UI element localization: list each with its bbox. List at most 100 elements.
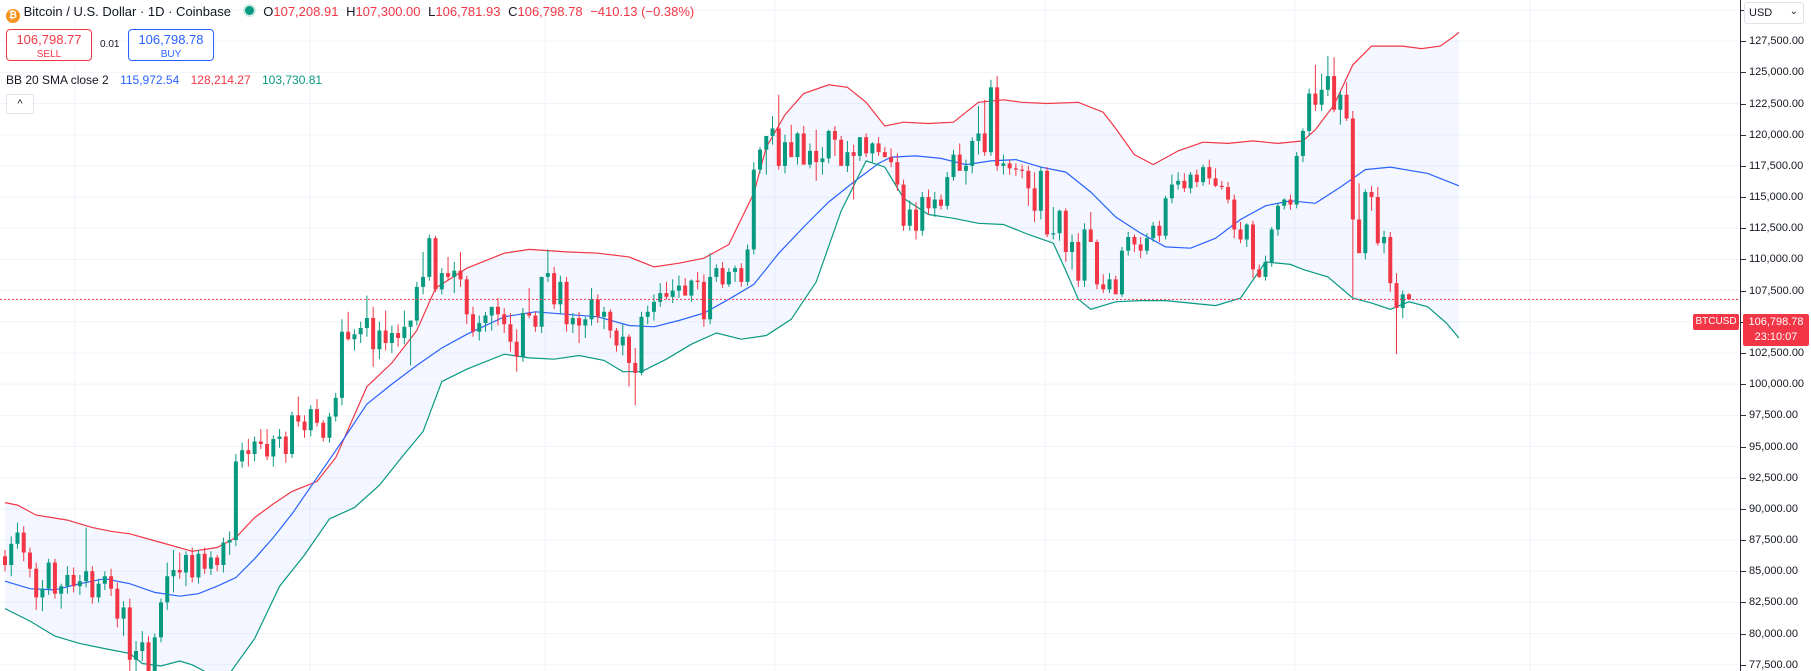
candle-body — [277, 436, 282, 440]
candle-body — [90, 571, 95, 598]
candle-body — [1382, 236, 1387, 244]
candle-body — [271, 439, 276, 457]
candle-body — [77, 581, 82, 587]
candle-body — [421, 276, 426, 287]
candle-body — [970, 140, 975, 166]
price-tick-mark — [1741, 41, 1746, 43]
candle-body — [945, 177, 950, 206]
candle-body — [396, 333, 401, 338]
price-tick-mark — [1741, 540, 1746, 542]
buy-button[interactable]: 106,798.78 BUY — [128, 29, 214, 61]
candle-body — [758, 149, 763, 170]
price-tick-mark — [1741, 72, 1746, 74]
candle-body — [202, 553, 207, 569]
candle-body — [46, 562, 51, 589]
price-tick-mark — [1741, 477, 1746, 479]
candle-body — [1045, 170, 1050, 235]
candle-body — [664, 293, 669, 297]
candle-body — [926, 197, 931, 209]
candle-body — [995, 87, 1000, 166]
candle-body — [171, 569, 176, 577]
candle-body — [446, 273, 451, 277]
symbol-title[interactable]: Bitcoin / U.S. Dollar · 1D · Coinbase — [23, 4, 231, 19]
candle-body — [402, 326, 407, 338]
candle-body — [1032, 188, 1037, 211]
candle-body — [1001, 163, 1006, 166]
sell-button[interactable]: 106,798.77 SELL — [6, 29, 92, 61]
candle-body — [483, 315, 488, 324]
candle-body — [1119, 250, 1124, 295]
candle-body — [751, 169, 756, 250]
candle-body — [1182, 180, 1187, 189]
candle-body — [1138, 244, 1143, 251]
candle-body — [246, 450, 251, 454]
candle-body — [1251, 224, 1255, 270]
indicator-legend[interactable]: BB 20 SMA close 2 115,972.54 128,214.27 … — [6, 73, 322, 87]
market-status-icon[interactable] — [242, 4, 256, 17]
candle-body — [676, 285, 681, 291]
candle-body — [745, 249, 750, 282]
candle-body — [882, 152, 887, 158]
price-tick-label: 122,500.00 — [1749, 97, 1805, 110]
candle-body — [1388, 236, 1393, 284]
candle-body — [1132, 236, 1137, 245]
candlestick-plot[interactable] — [0, 0, 1740, 671]
candle-body — [832, 130, 837, 140]
candle-body — [820, 158, 825, 163]
candle-body — [814, 150, 819, 163]
candle-body — [1213, 178, 1218, 186]
candle-body — [957, 154, 962, 171]
candle-body — [670, 290, 675, 297]
candle-body — [208, 557, 213, 569]
bollinger-lower-line — [4, 160, 1460, 671]
candle-body — [552, 273, 557, 305]
candle-body — [1307, 93, 1312, 131]
price-tick-mark — [1741, 446, 1746, 448]
price-tick-mark — [1741, 571, 1746, 573]
collapse-legend-button[interactable]: ^ — [6, 94, 34, 114]
price-tick-mark — [1741, 134, 1746, 136]
candle-body — [389, 333, 394, 343]
candle-body — [1257, 269, 1262, 277]
bollinger-upper-line — [4, 31, 1460, 552]
candle-body — [539, 276, 544, 327]
candle-body — [876, 143, 881, 153]
candle-body — [364, 318, 369, 329]
candle-body — [1319, 89, 1324, 105]
chevron-up-icon: ^ — [17, 98, 23, 110]
candle-body — [1232, 199, 1237, 230]
price-tick-label: 97,500.00 — [1749, 409, 1798, 422]
candle-body — [471, 314, 475, 332]
candle-body — [352, 334, 357, 340]
candle-body — [102, 576, 107, 584]
candle-body — [583, 319, 588, 326]
candle-body — [196, 553, 201, 578]
candle-body — [807, 150, 812, 165]
candle-body — [845, 152, 850, 166]
candle-body — [27, 552, 32, 569]
last-price-tag: 106,798.78 23:10:07 — [1743, 314, 1809, 346]
candle-body — [1194, 174, 1199, 183]
candle-body — [233, 461, 238, 541]
bitcoin-icon: ₿ — [6, 9, 20, 23]
price-tick-label: 77,500.00 — [1749, 658, 1798, 671]
price-tick-label: 82,500.00 — [1749, 596, 1798, 609]
candle-body — [458, 270, 463, 280]
candle-body — [826, 130, 831, 159]
currency-select[interactable]: USD ⌄ — [1744, 2, 1804, 24]
candle-body — [839, 139, 844, 166]
sell-price: 106,798.77 — [16, 32, 82, 47]
candle-body — [1051, 233, 1056, 235]
candle-body — [976, 133, 981, 141]
candle-body — [739, 268, 744, 282]
candle-body — [302, 421, 307, 431]
candle-body — [1007, 163, 1012, 169]
candle-body — [290, 415, 295, 454]
candle-body — [1201, 167, 1206, 183]
price-tick-label: 87,500.00 — [1749, 534, 1798, 547]
candle-body — [939, 199, 943, 206]
candle-body — [988, 87, 993, 153]
price-tick-label: 125,000.00 — [1749, 66, 1805, 79]
candle-body — [215, 557, 220, 565]
ohlc-close: C106,798.78 — [508, 4, 583, 19]
